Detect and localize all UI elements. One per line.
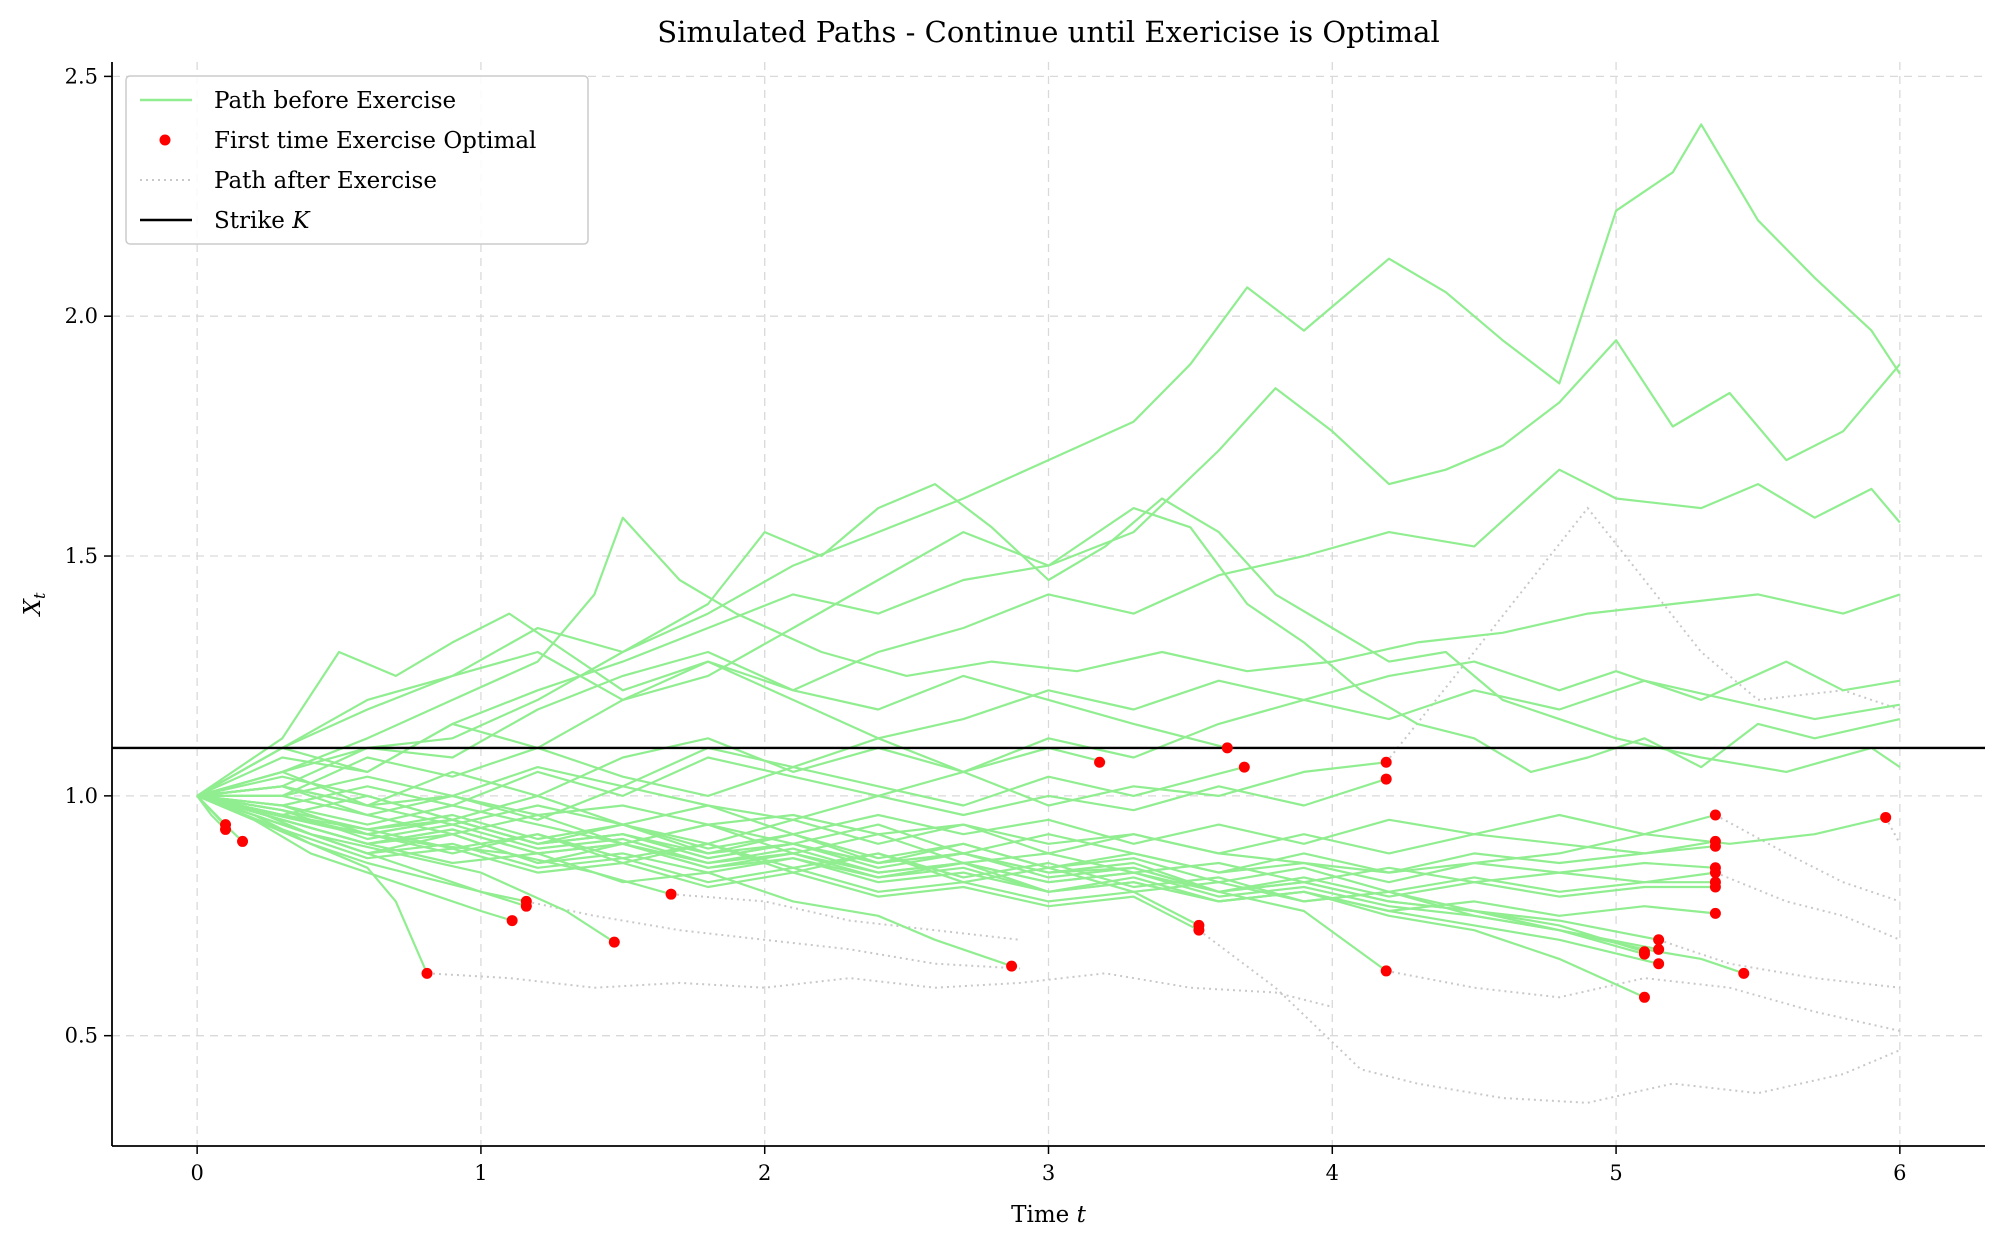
exercise-point <box>1638 948 1650 960</box>
exercise-point <box>1638 991 1650 1003</box>
path-before-exercise <box>196 794 1200 932</box>
exercise-point <box>1006 960 1018 972</box>
exercise-point <box>1709 907 1721 919</box>
path-before-exercise <box>196 794 1012 968</box>
tick-labels: 0 1 2 3 4 5 6 0.5 1.0 1.5 2.0 2.5 <box>65 64 1907 1185</box>
y-tick-label: 2.0 <box>65 304 98 328</box>
path-after-exercise <box>1198 929 1901 1104</box>
x-tick-label: 0 <box>190 1161 203 1185</box>
path-before-exercise <box>197 746 1245 807</box>
exercise-point <box>1709 809 1721 821</box>
path-before-exercise <box>196 483 1901 797</box>
legend-label-strike: Strike K <box>214 208 311 234</box>
exercise-point <box>1709 867 1721 879</box>
exercise-point <box>1738 967 1750 979</box>
y-axis-label-var: X <box>20 597 46 617</box>
path-before-exercise <box>196 123 1901 797</box>
x-axis-label-var: t <box>1077 1202 1087 1228</box>
legend: Path before Exercise First time Exercise… <box>125 75 589 245</box>
exercise-point <box>506 915 518 927</box>
x-axis-label: Time t <box>1011 1202 1086 1228</box>
exercise-point <box>1709 840 1721 852</box>
x-tick-label: 4 <box>1326 1161 1339 1185</box>
legend-label-before: Path before Exercise <box>214 88 456 114</box>
path-before-exercise <box>197 679 1901 798</box>
exercise-points <box>220 742 1892 1003</box>
path-after-exercise <box>1385 506 1901 763</box>
path-before-exercise <box>196 794 1716 893</box>
exercise-point <box>665 888 677 900</box>
path-before-exercise <box>196 516 1901 797</box>
y-tick-label: 1.0 <box>65 784 98 808</box>
legend-label-exercise: First time Exercise Optimal <box>214 128 536 154</box>
x-tick-label: 2 <box>758 1161 771 1185</box>
exercise-point <box>421 967 433 979</box>
path-before-exercise <box>196 612 1106 797</box>
y-tick-label: 1.5 <box>65 544 98 568</box>
x-axis-label-prefix: Time <box>1011 1202 1076 1228</box>
x-tick-label: 1 <box>474 1161 487 1185</box>
exercise-point <box>1653 943 1665 955</box>
x-tick-label: 3 <box>1042 1161 1055 1185</box>
exercise-point <box>237 835 249 847</box>
path-before-exercise <box>196 468 1901 797</box>
chart-title: Simulated Paths - Continue until Exerici… <box>657 15 1440 49</box>
path-before-exercise <box>196 507 1901 797</box>
path-before-exercise <box>196 794 1659 965</box>
y-axis-label: Xt <box>20 592 49 617</box>
path-before-exercise <box>196 794 1659 951</box>
exercise-point <box>1709 881 1721 893</box>
exercise-point <box>1653 934 1665 946</box>
path-before-exercise <box>196 795 244 843</box>
legend-label-strike-prefix: Strike <box>214 208 292 234</box>
legend-box <box>125 75 589 245</box>
exercise-point <box>520 900 532 912</box>
legend-swatch-exercise <box>159 134 171 146</box>
exercise-point <box>1880 811 1892 823</box>
path-after-exercise <box>1884 816 1901 845</box>
y-axis-label-sub: t <box>30 592 49 599</box>
path-after-exercise <box>1714 814 1901 903</box>
legend-label-after: Path after Exercise <box>214 168 437 194</box>
path-before-exercise <box>196 756 1387 807</box>
exercise-point <box>1653 958 1665 970</box>
path-after-exercise <box>426 972 1333 1008</box>
path-before-exercise <box>196 660 1228 797</box>
paths-after-exercise <box>426 506 1901 1104</box>
exercise-point <box>1238 761 1250 773</box>
path-after-exercise <box>1715 871 1901 941</box>
exercise-point <box>1380 965 1392 977</box>
exercise-point <box>1221 742 1233 754</box>
y-tick-label: 2.5 <box>65 64 98 88</box>
paths-before-exercise <box>196 123 1901 999</box>
path-before-exercise <box>196 339 1901 797</box>
exercise-point <box>1193 924 1205 936</box>
exercise-point <box>220 823 232 835</box>
exercise-point <box>1094 756 1106 768</box>
y-tick-label: 0.5 <box>65 1024 98 1048</box>
path-after-exercise <box>1658 938 1901 989</box>
legend-label-strike-var: K <box>291 208 311 234</box>
path-before-exercise <box>196 794 1645 999</box>
exercise-point <box>1380 756 1392 768</box>
path-before-exercise <box>196 794 615 944</box>
path-after-exercise <box>526 900 1021 970</box>
x-tick-label: 5 <box>1609 1161 1622 1185</box>
path-before-exercise <box>196 794 429 974</box>
path-before-exercise <box>196 785 1886 874</box>
path-before-exercise <box>196 778 1387 821</box>
exercise-point <box>1380 773 1392 785</box>
path-before-exercise <box>196 794 672 896</box>
x-tick-label: 6 <box>1893 1161 1906 1185</box>
path-after-exercise <box>671 893 1021 941</box>
exercise-point <box>608 936 620 948</box>
path-before-exercise <box>196 794 1387 972</box>
